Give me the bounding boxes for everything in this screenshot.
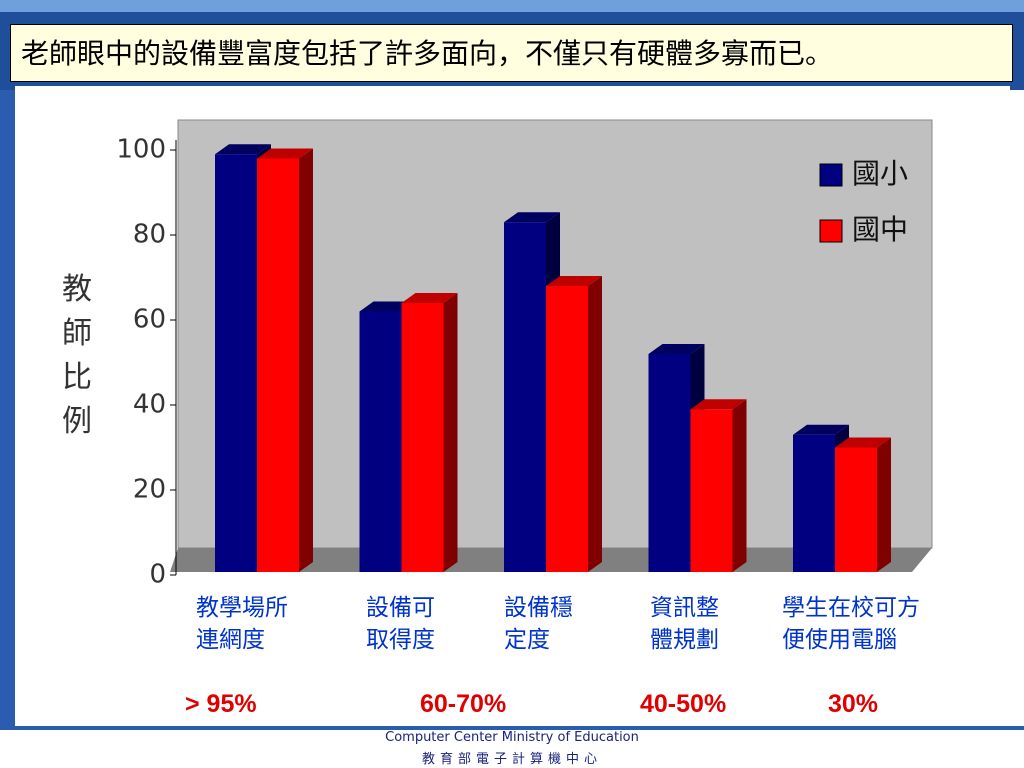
annotation: 40-50%: [640, 690, 727, 718]
y-tick-label: 40: [133, 390, 166, 420]
footer-zh: 教育部電子計算機中心: [421, 752, 602, 767]
bar-front: [546, 286, 588, 572]
legend-swatch: [819, 163, 843, 187]
x-tick-label: 設備可 取得度: [362, 592, 439, 656]
bar-top: [504, 212, 560, 223]
footer-en: Computer Center Ministry of Education: [385, 730, 639, 745]
bar-top: [401, 293, 458, 303]
bar-side: [299, 148, 313, 572]
bar-top: [690, 399, 747, 410]
bar-front: [401, 303, 444, 572]
bar: [835, 437, 891, 572]
slide-title: 老師眼中的設備豐富度包括了許多面向，不僅只有硬體多寡而已。: [10, 24, 1013, 82]
header-stripe: [0, 0, 1024, 12]
y-tick-label: 100: [116, 135, 166, 165]
bar-side: [588, 276, 602, 572]
legend-label: 國小: [852, 157, 908, 190]
bar-front: [835, 447, 877, 572]
bar-side: [443, 293, 458, 572]
y-tick-label: 20: [133, 475, 166, 505]
legend-swatch: [819, 219, 843, 243]
bar-front: [257, 158, 299, 572]
bar-top: [257, 148, 313, 159]
bar-front: [690, 409, 733, 572]
bar-front: [504, 222, 546, 572]
x-tick-label: 設備穩 定度: [500, 592, 577, 656]
x-tick-label: 學生在校可方 便使用電腦: [778, 592, 924, 656]
bar-top: [546, 276, 602, 286]
annotation: 30%: [828, 690, 879, 718]
bar-top: [648, 344, 705, 354]
bar-side: [877, 437, 891, 572]
bar-front: [648, 354, 691, 572]
bar-front: [359, 311, 402, 572]
bar: [401, 293, 458, 572]
bar: [257, 148, 313, 572]
bar-top: [835, 437, 891, 448]
bar: [546, 276, 602, 572]
x-tick-label: 教學場所 連網度: [192, 592, 292, 656]
y-axis-label: 教師比例: [62, 272, 92, 439]
left-bar: [0, 90, 15, 730]
y-tick-label: 60: [133, 305, 166, 335]
legend-label: 國中: [852, 213, 908, 246]
footer-line: [0, 726, 1024, 730]
y-tick-label: 80: [133, 220, 166, 250]
bar-top: [215, 144, 271, 155]
bar-side: [732, 399, 747, 572]
x-tick-label: 資訊整 體規劃: [646, 592, 723, 656]
bar-front: [793, 434, 835, 572]
bar-front: [215, 154, 257, 572]
annotation: > 95%: [185, 690, 257, 718]
bar: [690, 399, 747, 572]
y-tick-label: 0: [149, 560, 166, 590]
bar-top: [793, 424, 849, 435]
annotation: 60-70%: [420, 690, 507, 718]
